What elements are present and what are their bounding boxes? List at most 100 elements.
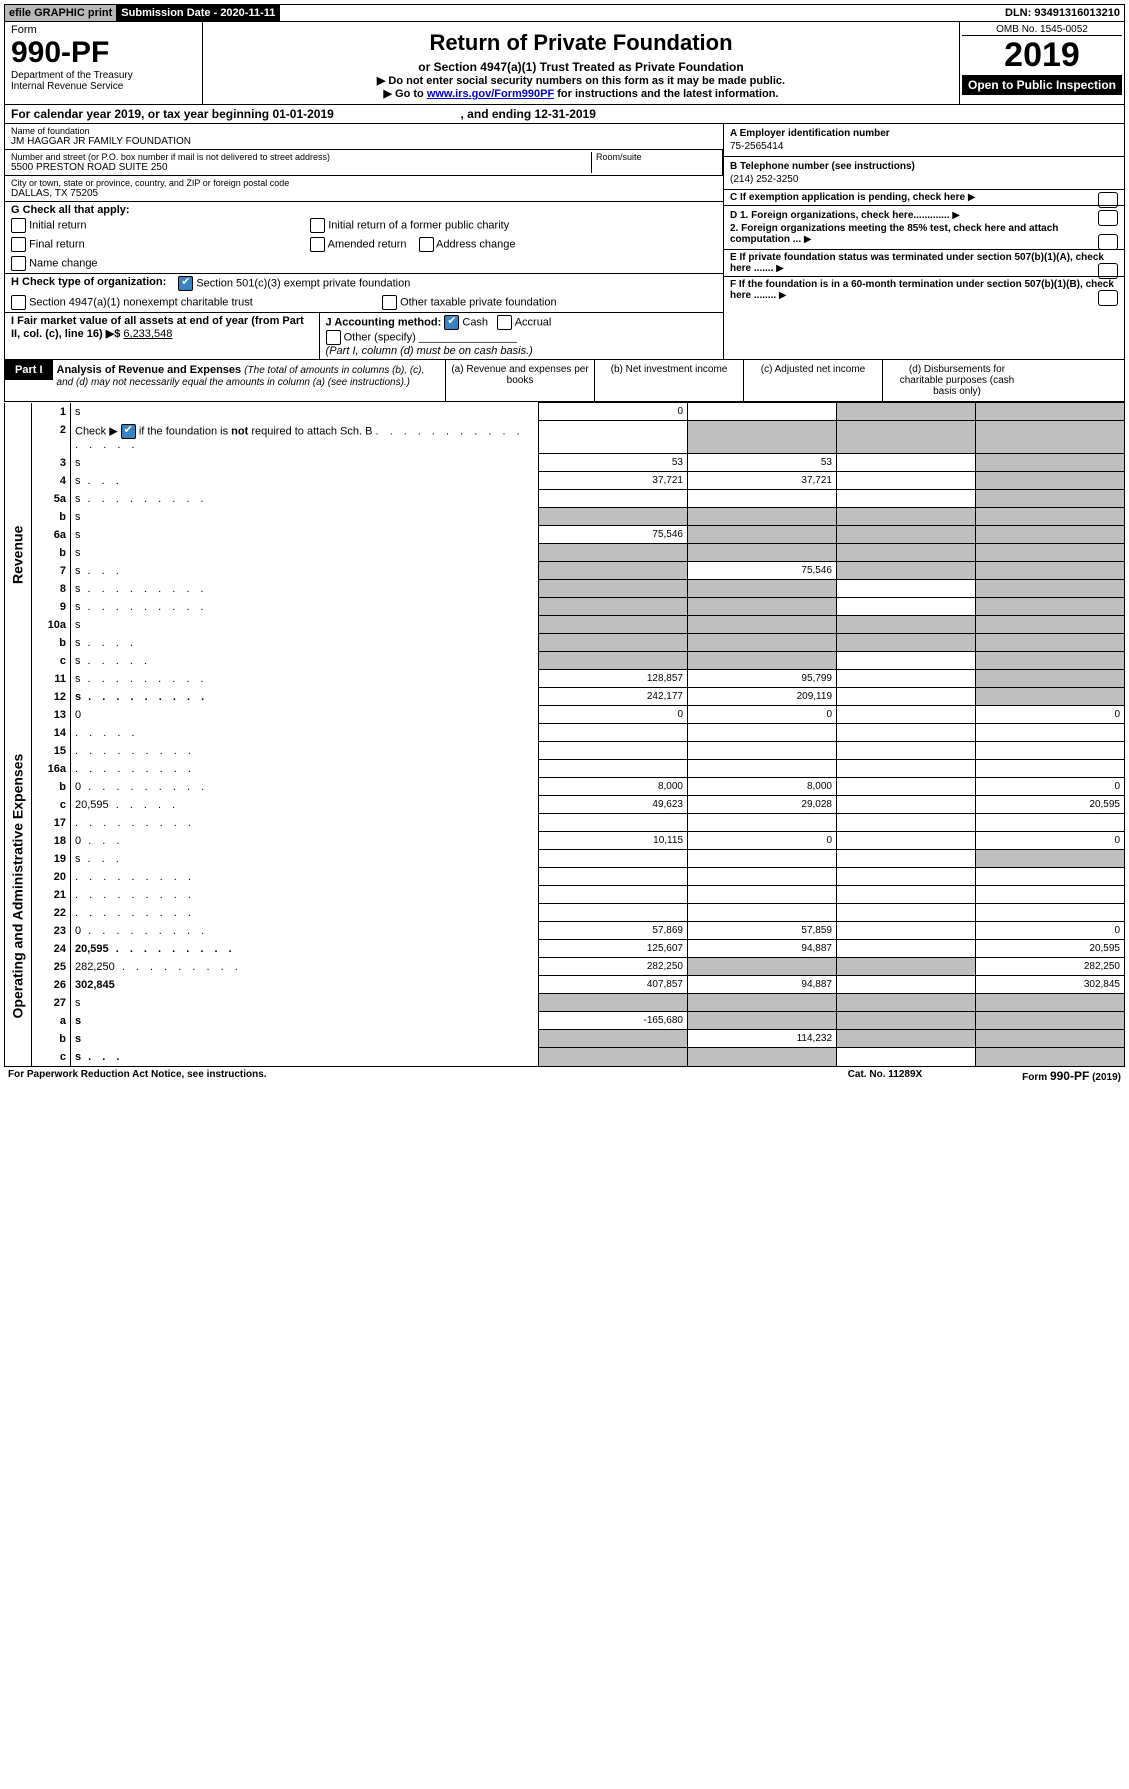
cell-c xyxy=(837,403,976,421)
chk-accrual[interactable] xyxy=(497,315,512,330)
cell-b xyxy=(688,886,837,904)
line-number: 24 xyxy=(32,940,71,958)
line-desc: s . . . . . . . . . xyxy=(71,670,539,688)
line-number: c xyxy=(32,796,71,814)
chk-501c3[interactable]: ✔ xyxy=(178,276,193,291)
j-note: (Part I, column (d) must be on cash basi… xyxy=(326,345,533,357)
cell-a: 75,546 xyxy=(539,526,688,544)
cell-c xyxy=(837,598,976,616)
cell-c xyxy=(837,544,976,562)
chk-initial[interactable] xyxy=(11,218,26,233)
chk-cash[interactable]: ✔ xyxy=(444,315,459,330)
line-desc: s . . . xyxy=(71,850,539,868)
cell-b xyxy=(688,598,837,616)
line-desc: s xyxy=(71,454,539,472)
g-o1: Initial return xyxy=(29,219,86,231)
cell-b xyxy=(688,421,837,454)
cell-c xyxy=(837,706,976,724)
line-number: 5a xyxy=(32,490,71,508)
cell-a: 282,250 xyxy=(539,958,688,976)
cell-a xyxy=(539,508,688,526)
address: 5500 PRESTON ROAD SUITE 250 xyxy=(11,162,591,173)
chk-name[interactable] xyxy=(11,256,26,271)
cell-d xyxy=(976,760,1125,778)
ein: 75-2565414 xyxy=(730,141,1118,152)
table-row: 17 . . . . . . . . . xyxy=(5,814,1125,832)
line-number: b xyxy=(32,778,71,796)
chk-initial-former[interactable] xyxy=(310,218,325,233)
cell-c xyxy=(837,580,976,598)
cell-d: 0 xyxy=(976,922,1125,940)
cell-b xyxy=(688,742,837,760)
cell-b xyxy=(688,616,837,634)
line-number: 8 xyxy=(32,580,71,598)
chk-amended[interactable] xyxy=(310,237,325,252)
table-row: 22 . . . . . . . . . xyxy=(5,904,1125,922)
line-number: 27 xyxy=(32,994,71,1012)
cell-a xyxy=(539,886,688,904)
warn-2: ▶ Go to www.irs.gov/Form990PF for instru… xyxy=(207,87,955,100)
chk-other-tax[interactable] xyxy=(382,295,397,310)
line-desc: s . . . . . . . . . xyxy=(71,598,539,616)
city: DALLAS, TX 75205 xyxy=(11,188,717,199)
cell-c xyxy=(837,688,976,706)
efile-btn[interactable]: efile GRAPHIC print xyxy=(5,5,117,21)
d2-chk[interactable] xyxy=(1098,234,1118,250)
line-desc: s xyxy=(71,508,539,526)
c-chk[interactable] xyxy=(1098,192,1118,208)
j-label: J Accounting method: xyxy=(326,316,442,328)
d1-chk[interactable] xyxy=(1098,210,1118,226)
cell-c xyxy=(837,634,976,652)
table-row: 7s . . .75,546 xyxy=(5,562,1125,580)
cell-c xyxy=(837,490,976,508)
side-revenue: Revenue xyxy=(5,403,32,706)
cell-b: 8,000 xyxy=(688,778,837,796)
table-row: 25282,250 . . . . . . . . .282,250282,25… xyxy=(5,958,1125,976)
chk-schb[interactable]: ✔ xyxy=(121,424,136,439)
chk-4947[interactable] xyxy=(11,295,26,310)
cell-c xyxy=(837,958,976,976)
chk-final[interactable] xyxy=(11,237,26,252)
cell-a xyxy=(539,562,688,580)
line-number: b xyxy=(32,634,71,652)
g-o6: Name change xyxy=(29,257,98,269)
cell-a xyxy=(539,1030,688,1048)
col-d-hdr: (d) Disbursements for charitable purpose… xyxy=(882,360,1031,401)
form-link[interactable]: www.irs.gov/Form990PF xyxy=(427,88,554,100)
cell-a: 242,177 xyxy=(539,688,688,706)
table-row: bs xyxy=(5,508,1125,526)
cell-c xyxy=(837,670,976,688)
table-row: 8s . . . . . . . . . xyxy=(5,580,1125,598)
table-row: 4s . . .37,72137,721 xyxy=(5,472,1125,490)
cell-c xyxy=(837,850,976,868)
line-number: 22 xyxy=(32,904,71,922)
cell-c xyxy=(837,904,976,922)
cell-a xyxy=(539,994,688,1012)
cell-c xyxy=(837,472,976,490)
line-number: 10a xyxy=(32,616,71,634)
line-desc: 20,595 . . . . . . . . . xyxy=(71,940,539,958)
cell-b: 94,887 xyxy=(688,940,837,958)
cell-a xyxy=(539,580,688,598)
cell-b: 209,119 xyxy=(688,688,837,706)
line-desc: s xyxy=(71,403,539,421)
footer-left: For Paperwork Reduction Act Notice, see … xyxy=(8,1069,267,1083)
line-desc: s xyxy=(71,526,539,544)
cell-b: 29,028 xyxy=(688,796,837,814)
h-checks: H Check type of organization: ✔ Section … xyxy=(5,274,723,313)
footer-right: Form 990-PF (2019) xyxy=(1022,1069,1121,1083)
f-chk[interactable] xyxy=(1098,290,1118,306)
line-number: 25 xyxy=(32,958,71,976)
table-row: 16a . . . . . . . . . xyxy=(5,760,1125,778)
line-desc: s xyxy=(71,616,539,634)
chk-address[interactable] xyxy=(419,237,434,252)
cell-b: 37,721 xyxy=(688,472,837,490)
line-number: 21 xyxy=(32,886,71,904)
tel-label: B Telephone number (see instructions) xyxy=(730,161,1118,172)
chk-other-acct[interactable] xyxy=(326,330,341,345)
cell-a xyxy=(539,616,688,634)
e-chk[interactable] xyxy=(1098,263,1118,279)
cell-d xyxy=(976,472,1125,490)
line-number: 1 xyxy=(32,403,71,421)
cell-d xyxy=(976,421,1125,454)
